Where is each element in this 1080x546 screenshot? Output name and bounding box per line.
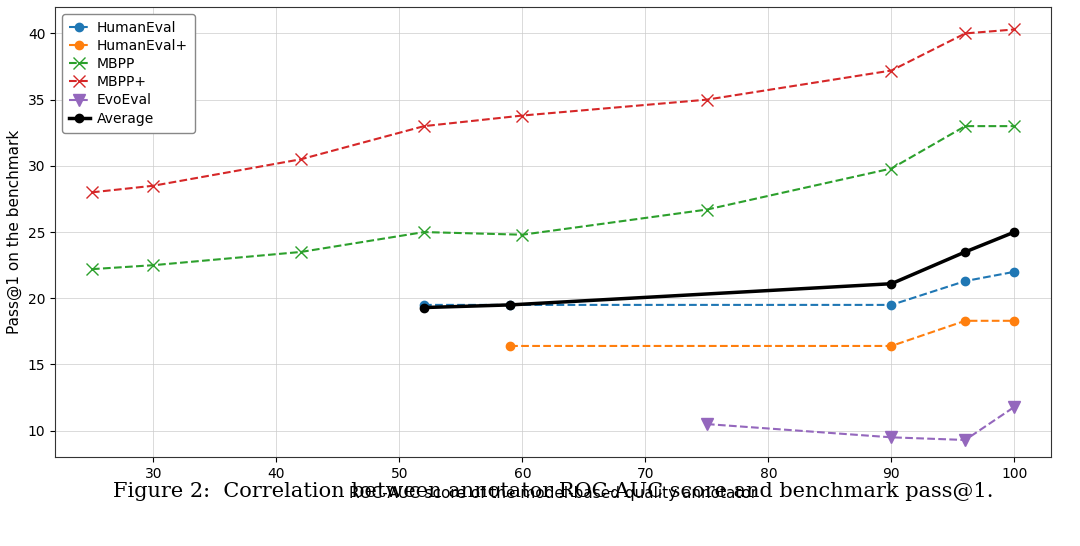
HumanEval	[959, 278, 972, 284]
HumanEval	[885, 301, 897, 308]
MBPP	[147, 262, 160, 269]
MBPP+	[959, 30, 972, 37]
Y-axis label: Pass@1 on the benchmark: Pass@1 on the benchmark	[6, 130, 23, 334]
MBPP	[516, 232, 529, 238]
Average	[418, 304, 431, 311]
Line: MBPP+: MBPP+	[86, 24, 1020, 198]
HumanEval	[1008, 269, 1021, 275]
Line: HumanEval: HumanEval	[420, 268, 1018, 309]
HumanEval+	[885, 343, 897, 349]
MBPP+	[1008, 26, 1021, 33]
MBPP	[295, 248, 308, 255]
EvoEval	[701, 421, 714, 428]
Legend: HumanEval, HumanEval+, MBPP, MBPP+, EvoEval, Average: HumanEval, HumanEval+, MBPP, MBPP+, EvoE…	[62, 14, 194, 133]
MBPP+	[147, 182, 160, 189]
HumanEval+	[1008, 318, 1021, 324]
MBPP	[85, 266, 98, 272]
X-axis label: ROC-AUC score of the model-based quality annotator: ROC-AUC score of the model-based quality…	[349, 486, 757, 501]
HumanEval	[503, 301, 516, 308]
Average	[503, 301, 516, 308]
MBPP	[1008, 123, 1021, 129]
HumanEval+	[959, 318, 972, 324]
MBPP	[885, 165, 897, 172]
Line: HumanEval+: HumanEval+	[505, 317, 1018, 350]
MBPP+	[701, 96, 714, 103]
Average	[1008, 229, 1021, 235]
EvoEval	[959, 437, 972, 443]
MBPP+	[885, 67, 897, 74]
MBPP+	[516, 112, 529, 119]
MBPP	[959, 123, 972, 129]
Average	[959, 248, 972, 255]
MBPP	[701, 206, 714, 213]
HumanEval	[418, 301, 431, 308]
MBPP+	[295, 156, 308, 163]
MBPP+	[418, 123, 431, 129]
Line: EvoEval: EvoEval	[701, 401, 1020, 446]
Line: MBPP: MBPP	[86, 121, 1020, 275]
EvoEval	[885, 434, 897, 441]
Average	[885, 281, 897, 287]
MBPP	[418, 229, 431, 235]
Line: Average: Average	[420, 228, 1018, 312]
EvoEval	[1008, 403, 1021, 410]
MBPP+	[85, 189, 98, 195]
Text: Figure 2:  Correlation between annotator ROC-AUC score and benchmark pass@1.: Figure 2: Correlation between annotator …	[113, 482, 994, 501]
HumanEval+	[503, 343, 516, 349]
